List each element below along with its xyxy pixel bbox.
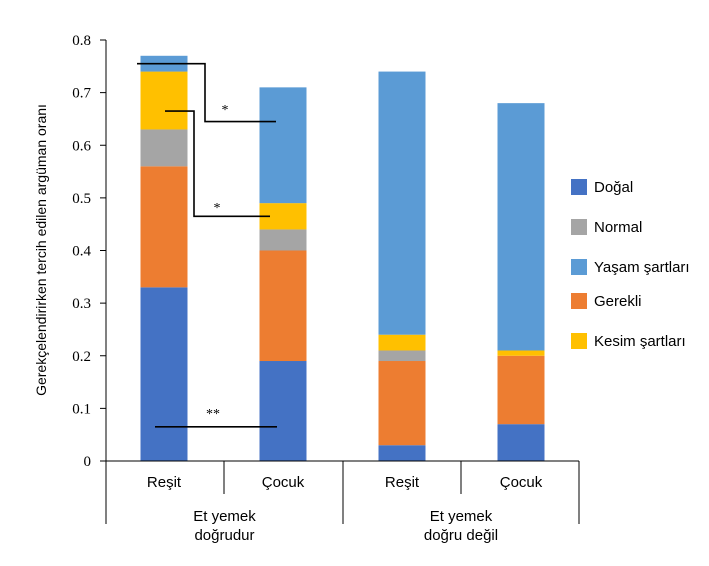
legend-label: Gerekli xyxy=(594,293,642,310)
bar-segment-gerekli xyxy=(378,361,426,446)
y-tick-label: 0.5 xyxy=(72,191,91,207)
y-axis-title: Gerekçelendirirken tercih edilen argüman… xyxy=(33,104,49,396)
bar-segment-gerekli xyxy=(259,250,307,362)
bars xyxy=(140,55,545,461)
bar-segment-gerekli xyxy=(140,166,188,288)
x-axis: Reşit Çocuk Reşit Çocuk Et yemek doğrudur Et y… xyxy=(105,460,580,544)
x-group-label: Et yemek xyxy=(430,508,493,525)
legend-label: Kesim şartları xyxy=(594,333,686,350)
x-tick-label: Reşit xyxy=(147,474,182,491)
y-tick-label: 0.2 xyxy=(72,349,91,365)
bar-segment-doğal xyxy=(378,445,426,461)
legend-label: Yaşam şartları xyxy=(594,259,690,276)
y-tick-label: 0.8 xyxy=(72,33,91,49)
legend-swatch xyxy=(571,219,587,235)
y-tick-label: 0.1 xyxy=(72,401,91,417)
y-tick-label: 0.4 xyxy=(72,244,91,260)
bar-segment-doğal xyxy=(259,361,307,461)
legend-swatch xyxy=(571,293,587,309)
bar-segment-normal xyxy=(140,129,188,167)
bar-segment-doğal xyxy=(497,424,545,461)
bar-segment-yaşam-şartları xyxy=(497,103,545,351)
significance-bracket xyxy=(165,110,270,218)
bar-segment-normal xyxy=(259,229,307,251)
significance-annotations: **** xyxy=(137,62,277,428)
bar-segment-normal xyxy=(378,350,426,362)
x-tick-label: Çocuk xyxy=(500,474,543,491)
y-tick-label: 0.3 xyxy=(72,296,91,312)
x-group-label: doğrudur xyxy=(194,527,254,544)
bar-segment-gerekli xyxy=(497,355,545,425)
x-tick-label: Reşit xyxy=(385,474,420,491)
y-tick-label: 0.7 xyxy=(72,86,91,102)
bar-segment-doğal xyxy=(140,287,188,461)
bar-segment-kesim-şartları xyxy=(497,350,545,356)
significance-marker: * xyxy=(222,103,229,118)
x-group-label: Et yemek xyxy=(193,508,256,525)
y-tick-label: 0 xyxy=(84,454,92,470)
bar-segment-kesim-şartları xyxy=(378,334,426,351)
bar-segment-yaşam-şartları xyxy=(378,71,426,335)
x-group-label: doğru değil xyxy=(424,527,498,544)
legend: Doğal Normal Yaşam şartları Gerekli Kesim şa… xyxy=(571,179,690,350)
significance-bracket xyxy=(137,62,276,123)
x-tick-label: Çocuk xyxy=(262,474,305,491)
legend-label: Doğal xyxy=(594,179,633,196)
bar-segment-kesim-şartları xyxy=(140,71,188,130)
y-tick-label: 0.6 xyxy=(72,138,91,154)
legend-swatch xyxy=(571,179,587,195)
legend-swatch xyxy=(571,259,587,275)
y-axis: 0 0.1 0.2 0.3 0.4 0.5 0.6 0.7 0.8 xyxy=(72,33,107,470)
legend-label: Normal xyxy=(594,219,642,236)
bar-segment-yaşam-şartları xyxy=(259,87,307,204)
significance-marker: ** xyxy=(206,407,220,422)
significance-marker: * xyxy=(214,201,221,216)
legend-swatch xyxy=(571,333,587,349)
